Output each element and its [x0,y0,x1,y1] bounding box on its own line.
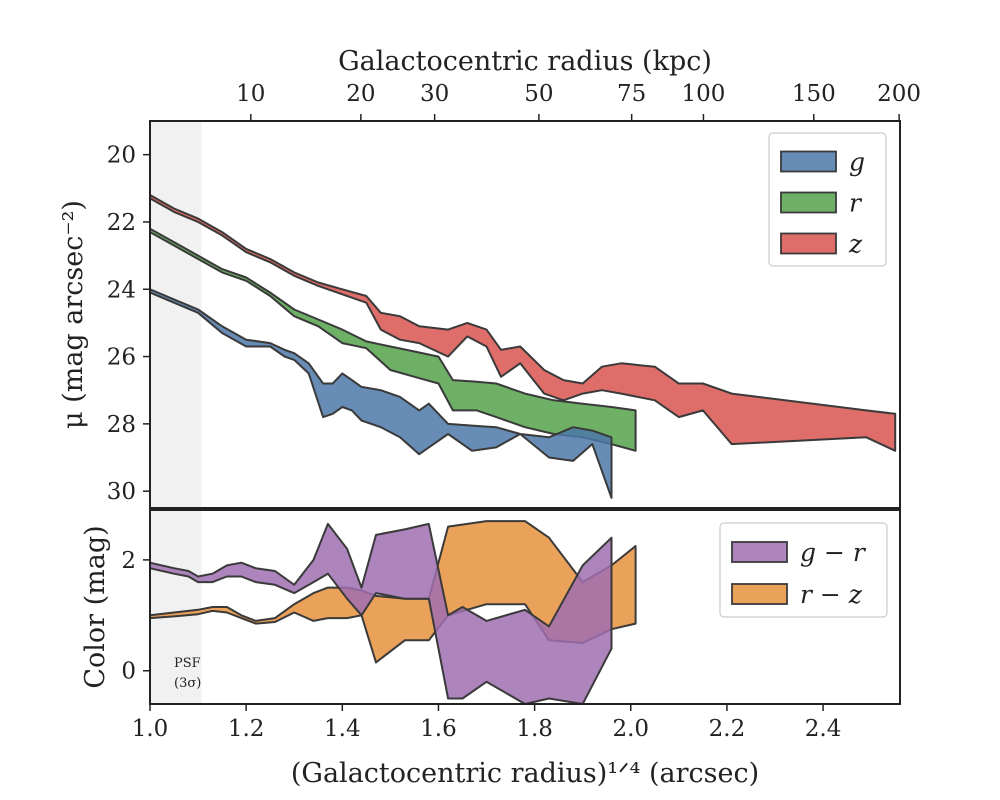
top-panel-frame [149,120,901,509]
z-series-band [150,194,897,452]
psf-annotation: PSF [174,656,201,671]
top-xtick-label: 75 [617,81,646,107]
top-axis-label: Galactocentric radius (kpc) [338,46,712,77]
top-ytick-label: 30 [107,479,136,505]
r-series-band [150,227,637,452]
top-ytick-label: 20 [107,143,136,169]
bottom-ytick-label: 2 [121,548,136,574]
bottom-legend-label: g − r [800,538,867,567]
top-ytick-label: 22 [107,210,136,236]
bottom-legend-label: r − z [800,580,863,609]
top-ytick-label: 28 [107,412,136,438]
bottom-xtick-label: 1.8 [516,716,553,742]
top-xtick-label: 100 [681,81,725,107]
top-xtick-label: 30 [420,81,449,107]
bottom-xtick-label: 1.4 [324,716,361,742]
top-y-axis-label: μ (mag arcsec⁻²) [58,200,89,429]
top-ytick-label: 26 [107,345,136,371]
top-ytick-label: 24 [107,277,136,303]
bottom-xtick-label: 2.2 [709,716,746,742]
top-legend-label: g [849,148,865,177]
top-xtick-label: 10 [236,81,265,107]
top-legend-label: r [849,189,863,218]
bottom-xtick-label: 1.2 [228,716,265,742]
bottom-ytick-label: 0 [121,659,136,685]
bottom-xtick-label: 1.0 [132,716,169,742]
bottom-xtick-label: 2.4 [805,716,842,742]
r-z-series-band [150,520,637,664]
psf-shade-top [150,121,202,508]
bottom-xtick-label: 1.6 [420,716,457,742]
bottom-legend-swatch [731,583,788,605]
top-legend-swatch [780,150,837,173]
top-legend-label: z [848,230,863,259]
bottom-xtick-label: 2.0 [612,716,649,742]
bottom-panel-frame [149,509,901,705]
psf-annotation-sigma: (3σ) [174,676,201,691]
g-series-band [150,288,613,499]
top-legend-swatch [780,232,837,255]
bottom-y-axis-label: Color (mag) [80,525,111,688]
g-r-series-band [150,522,613,704]
bottom-legend-swatch [731,541,788,563]
x-axis-label: (Galactocentric radius)¹ᐟ⁴ (arcsec) [291,758,759,789]
top-xtick-label: 20 [346,81,375,107]
top-legend-swatch [780,191,837,214]
psf-shade-bottom [150,510,202,704]
top-xtick-label: 50 [524,81,553,107]
top-xtick-label: 150 [792,81,836,107]
top-xtick-label: 200 [877,81,921,107]
